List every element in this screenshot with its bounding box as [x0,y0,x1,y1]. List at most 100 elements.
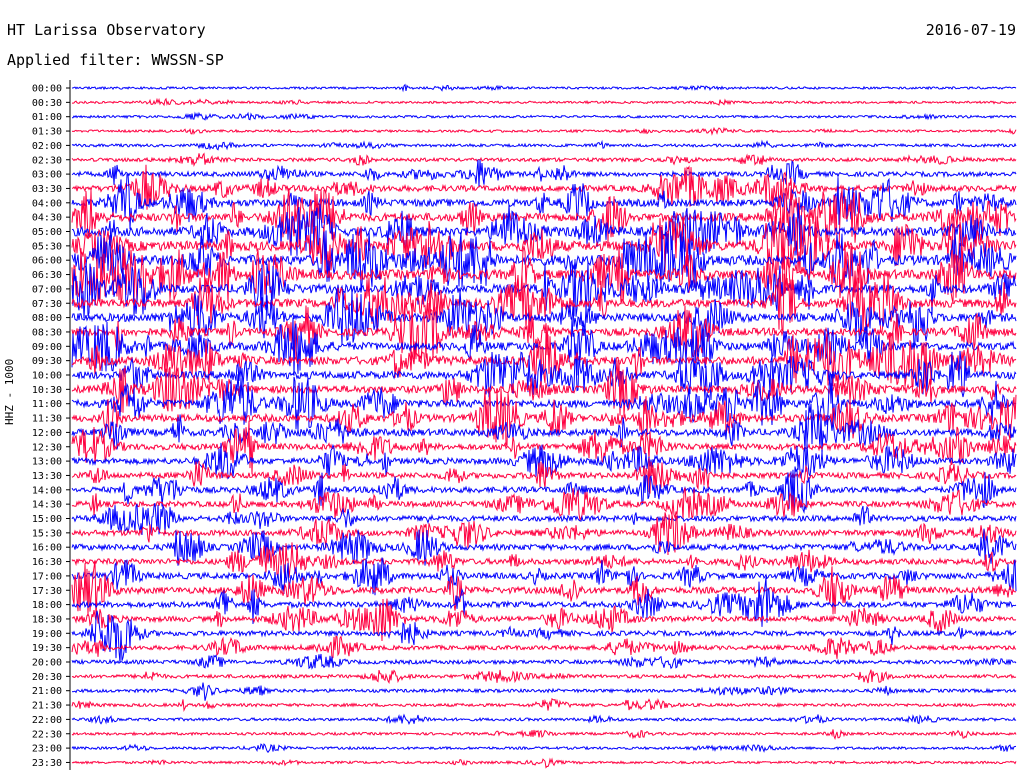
time-label: 10:30 [32,385,62,396]
seismic-traces [71,83,1017,769]
time-label: 09:00 [32,342,62,353]
trace-row [71,528,1017,566]
time-label: 08:00 [32,313,62,324]
trace-row [71,152,1017,168]
time-label: 05:30 [32,241,62,252]
trace-row [71,466,1017,515]
trace-row [72,350,1017,401]
trace-row [71,187,1017,248]
trace-row [71,359,1017,417]
time-label: 11:00 [32,399,62,410]
time-label: 12:00 [32,428,62,439]
time-label: 09:30 [32,356,62,367]
trace-row [71,610,1017,663]
trace-row [72,111,1017,121]
trace-row [71,512,1017,556]
time-label: 21:00 [32,686,62,697]
trace-row [71,669,1017,684]
trace-row [71,332,1017,390]
trace-row [71,230,1017,291]
trace-row [71,97,1017,107]
time-label: 17:30 [32,586,62,597]
time-label: 19:30 [32,643,62,654]
trace-row [71,164,1017,210]
trace-row [71,139,1017,151]
trace-row [71,245,1017,305]
time-label: 15:00 [32,514,62,525]
time-label: 07:30 [32,299,62,310]
time-label: 03:00 [32,170,62,181]
time-label: 00:30 [32,98,62,109]
trace-row [72,83,1017,93]
filter-label: Applied filter: WWSSN-SP [7,51,224,69]
time-label: 02:00 [32,141,62,152]
trace-row [71,420,1017,475]
trace-row [71,757,1017,769]
trace-row [71,560,1017,620]
time-label: 12:30 [32,442,62,453]
time-label: 13:30 [32,471,62,482]
trace-row [71,126,1017,136]
time-label: 22:00 [32,715,62,726]
trace-row [71,403,1017,455]
date-label: 2016-07-19 [925,21,1016,39]
trace-row [71,159,1017,188]
time-label: 16:30 [32,557,62,568]
time-label: 11:30 [32,414,62,425]
time-label: 21:30 [32,701,62,712]
time-label: 16:00 [32,543,62,554]
time-label: 03:30 [32,184,62,195]
trace-row [71,457,1017,494]
time-label: 15:30 [32,528,62,539]
trace-row [71,487,1017,522]
time-label: 07:00 [32,284,62,295]
trace-row [71,682,1017,701]
time-label: 01:00 [32,112,62,123]
trace-row [71,288,1017,346]
time-label: 04:00 [32,198,62,209]
trace-row [71,202,1017,258]
trace-row [71,653,1017,670]
time-label: 14:30 [32,500,62,511]
time-label: 18:00 [32,600,62,611]
trace-row [71,743,1017,754]
trace-row [71,577,1017,627]
trace-row [71,502,1017,536]
time-label: 13:00 [32,457,62,468]
time-label: 04:30 [32,213,62,224]
time-label: 23:30 [32,758,62,769]
trace-row [71,216,1017,275]
trace-row [71,598,1017,642]
trace-row [71,713,1017,726]
filter-name: WWSSN-SP [151,51,224,69]
time-label: 19:00 [32,629,62,640]
time-label: 10:00 [32,371,62,382]
time-label: 06:30 [32,270,62,281]
time-label: 00:00 [32,84,62,95]
time-label: 20:00 [32,658,62,669]
trace-row [71,729,1017,741]
trace-row [71,635,1017,660]
trace-row [71,273,1017,334]
trace-row [71,542,1017,578]
trace-row [71,557,1017,596]
time-label: 20:30 [32,672,62,683]
time-label: 18:30 [32,614,62,625]
time-label: 17:00 [32,571,62,582]
time-label: 23:00 [32,744,62,755]
time-label: 14:00 [32,485,62,496]
station-title: HT Larissa Observatory [7,21,206,39]
time-label: 05:00 [32,227,62,238]
time-label: 08:30 [32,327,62,338]
trace-row [71,697,1016,712]
time-label: 01:30 [32,127,62,138]
filter-prefix: Applied filter: [7,51,143,69]
time-label: 22:30 [32,729,62,740]
trace-row [71,388,1017,447]
time-labels: 00:00 00:30 01:00 01:30 02:00 02:30 03:00 03:30… [32,84,70,769]
time-label: 06:00 [32,256,62,267]
trace-row [71,373,1017,431]
trace-row [71,301,1017,362]
